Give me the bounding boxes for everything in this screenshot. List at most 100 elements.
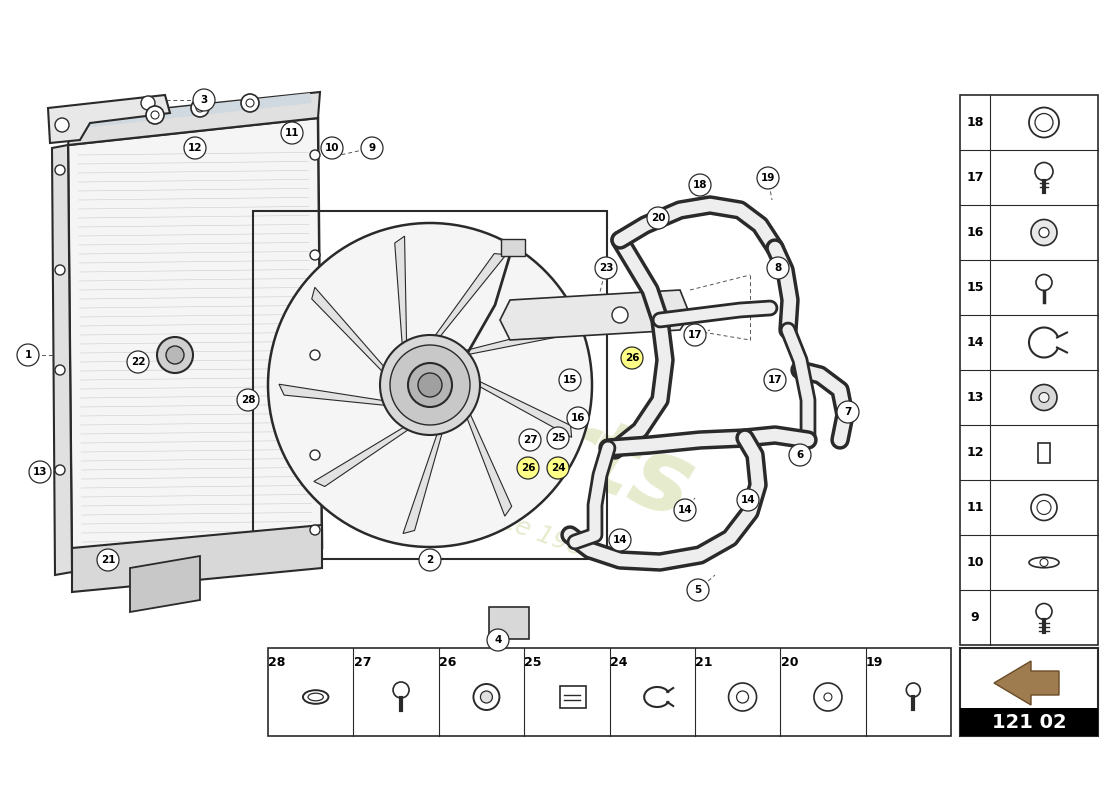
Polygon shape bbox=[48, 95, 170, 143]
Circle shape bbox=[393, 682, 409, 698]
Polygon shape bbox=[130, 556, 200, 612]
Circle shape bbox=[789, 444, 811, 466]
Circle shape bbox=[1036, 603, 1052, 619]
Circle shape bbox=[674, 499, 696, 521]
Circle shape bbox=[767, 257, 789, 279]
Text: 4: 4 bbox=[494, 635, 502, 645]
Circle shape bbox=[764, 369, 786, 391]
Circle shape bbox=[29, 461, 51, 483]
Text: europarts: europarts bbox=[154, 260, 706, 540]
Circle shape bbox=[647, 207, 669, 229]
Circle shape bbox=[609, 529, 631, 551]
Polygon shape bbox=[465, 409, 512, 516]
Circle shape bbox=[1028, 107, 1059, 138]
Text: 25: 25 bbox=[525, 655, 542, 669]
Circle shape bbox=[241, 94, 258, 112]
Text: a passion for parts since 1985: a passion for parts since 1985 bbox=[239, 414, 602, 566]
Circle shape bbox=[191, 99, 209, 117]
FancyBboxPatch shape bbox=[960, 708, 1098, 736]
Circle shape bbox=[192, 89, 215, 111]
Circle shape bbox=[419, 549, 441, 571]
Circle shape bbox=[236, 389, 258, 411]
Text: 16: 16 bbox=[571, 413, 585, 423]
Text: 15: 15 bbox=[563, 375, 578, 385]
Text: 15: 15 bbox=[966, 281, 983, 294]
Polygon shape bbox=[311, 287, 387, 375]
Circle shape bbox=[487, 629, 509, 651]
FancyBboxPatch shape bbox=[500, 239, 525, 256]
Text: 23: 23 bbox=[598, 263, 614, 273]
Polygon shape bbox=[403, 428, 443, 534]
Circle shape bbox=[379, 335, 480, 435]
Circle shape bbox=[547, 427, 569, 449]
Polygon shape bbox=[72, 525, 322, 592]
Circle shape bbox=[757, 167, 779, 189]
Text: 28: 28 bbox=[268, 655, 286, 669]
Circle shape bbox=[824, 693, 832, 701]
Circle shape bbox=[1040, 227, 1049, 238]
Text: 14: 14 bbox=[613, 535, 627, 545]
Circle shape bbox=[55, 265, 65, 275]
Circle shape bbox=[814, 683, 842, 711]
Circle shape bbox=[361, 137, 383, 159]
Circle shape bbox=[1031, 385, 1057, 410]
Circle shape bbox=[141, 96, 155, 110]
Circle shape bbox=[1036, 274, 1052, 290]
Text: 24: 24 bbox=[551, 463, 565, 473]
Circle shape bbox=[184, 137, 206, 159]
Circle shape bbox=[246, 99, 254, 107]
Polygon shape bbox=[52, 145, 72, 575]
Text: 20: 20 bbox=[651, 213, 666, 223]
Circle shape bbox=[97, 549, 119, 571]
Circle shape bbox=[906, 683, 921, 697]
Circle shape bbox=[684, 324, 706, 346]
Text: 6: 6 bbox=[796, 450, 804, 460]
Text: 17: 17 bbox=[688, 330, 702, 340]
Polygon shape bbox=[80, 93, 312, 128]
Polygon shape bbox=[500, 290, 690, 340]
Text: 9: 9 bbox=[970, 611, 979, 624]
Text: 12: 12 bbox=[966, 446, 983, 459]
Text: 27: 27 bbox=[353, 655, 371, 669]
Circle shape bbox=[547, 457, 569, 479]
FancyBboxPatch shape bbox=[960, 648, 1098, 736]
FancyBboxPatch shape bbox=[268, 648, 952, 736]
Circle shape bbox=[1035, 114, 1053, 131]
Text: 26: 26 bbox=[520, 463, 536, 473]
Circle shape bbox=[473, 684, 499, 710]
FancyBboxPatch shape bbox=[560, 686, 586, 708]
Text: 3: 3 bbox=[200, 95, 208, 105]
Text: 19: 19 bbox=[866, 655, 883, 669]
Text: 10: 10 bbox=[324, 143, 339, 153]
Circle shape bbox=[1040, 393, 1049, 402]
Circle shape bbox=[737, 691, 749, 703]
Polygon shape bbox=[475, 379, 572, 438]
Text: 14: 14 bbox=[966, 336, 983, 349]
Polygon shape bbox=[279, 384, 390, 406]
Text: 10: 10 bbox=[966, 556, 983, 569]
Text: 18: 18 bbox=[693, 180, 707, 190]
Circle shape bbox=[310, 150, 320, 160]
Circle shape bbox=[310, 250, 320, 260]
Circle shape bbox=[1031, 219, 1057, 246]
Circle shape bbox=[481, 691, 493, 703]
Ellipse shape bbox=[1028, 558, 1059, 568]
Circle shape bbox=[689, 174, 711, 196]
Polygon shape bbox=[432, 254, 506, 341]
Circle shape bbox=[126, 351, 148, 373]
Circle shape bbox=[1040, 558, 1048, 566]
Text: 13: 13 bbox=[966, 391, 983, 404]
Circle shape bbox=[55, 165, 65, 175]
Text: 14: 14 bbox=[740, 495, 756, 505]
Text: 11: 11 bbox=[966, 501, 983, 514]
Text: 22: 22 bbox=[131, 357, 145, 367]
Circle shape bbox=[55, 118, 69, 132]
Circle shape bbox=[310, 450, 320, 460]
Text: 25: 25 bbox=[551, 433, 565, 443]
Text: 9: 9 bbox=[368, 143, 375, 153]
Circle shape bbox=[737, 489, 759, 511]
Text: 20: 20 bbox=[781, 655, 798, 669]
Text: 7: 7 bbox=[845, 407, 851, 417]
Circle shape bbox=[728, 683, 757, 711]
Circle shape bbox=[55, 365, 65, 375]
